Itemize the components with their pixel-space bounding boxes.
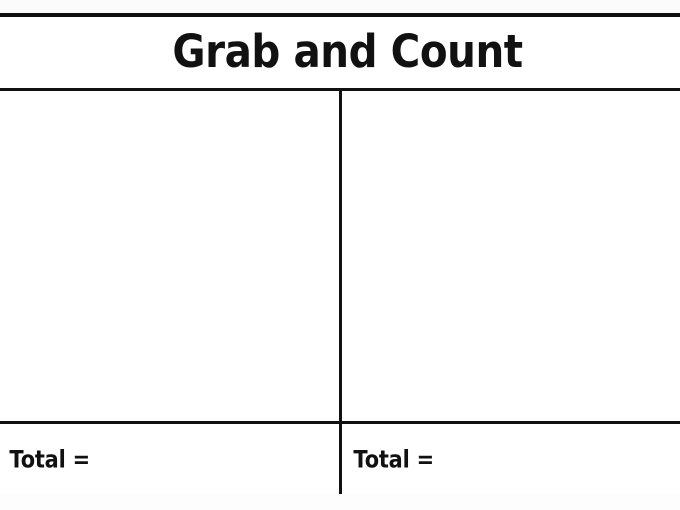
grab-and-count-table: Grab and Count Total = Total = — [0, 13, 680, 502]
page-top-margin — [0, 0, 680, 13]
title-row: Grab and Count — [0, 13, 680, 91]
work-area-right[interactable] — [340, 89, 680, 424]
page-title: Grab and Count — [172, 25, 523, 79]
total-label-right: Total = — [352, 446, 434, 474]
total-label-left: Total = — [9, 446, 90, 474]
title-cell: Grab and Count — [0, 13, 680, 91]
work-area-row — [0, 89, 680, 424]
total-row: Total = Total = — [0, 422, 680, 502]
total-cell-left[interactable]: Total = — [0, 422, 342, 502]
total-cell-right[interactable]: Total = — [340, 422, 680, 502]
work-area-left[interactable] — [0, 89, 342, 424]
page-bottom-margin — [0, 494, 680, 510]
